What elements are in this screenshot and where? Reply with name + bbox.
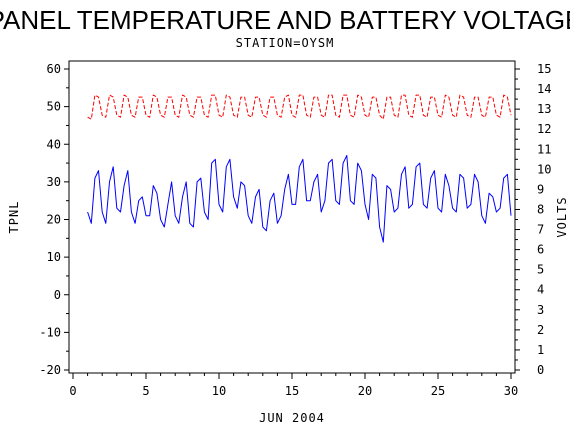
x-axis-label: JUN 2004 [259, 411, 325, 425]
y-right-tick-label: 12 [537, 122, 551, 136]
y-right-tick-label: 8 [537, 202, 544, 216]
y-right-tick-label: 11 [537, 142, 551, 156]
y-right-tick-label: 6 [537, 243, 544, 257]
y-left-tick-label: -20 [39, 363, 61, 377]
y-left-axis: -20 -10 0 10 20 30 40 50 60 [39, 62, 69, 377]
y-right-tick-label: 4 [537, 283, 544, 297]
chart-title: PANEL TEMPERATURE AND BATTERY VOLTAGE [0, 5, 570, 35]
y-left-tick-label: 60 [47, 62, 61, 76]
y-right-tick-label: 15 [537, 62, 551, 76]
x-tick-label: 0 [69, 384, 76, 398]
y-right-tick-label: 7 [537, 223, 544, 237]
x-tick-label: 30 [504, 384, 518, 398]
x-tick-label: 20 [358, 384, 372, 398]
y-right-tick-label: 1 [537, 343, 544, 357]
y-left-axis-label: TPNL [7, 201, 21, 234]
x-tick-label: 5 [142, 384, 149, 398]
y-right-tick-label: 0 [537, 363, 544, 377]
x-tick-label: 10 [212, 384, 226, 398]
y-right-tick-label: 3 [537, 303, 544, 317]
panel-temperature-line [87, 155, 512, 243]
y-right-tick-label: 13 [537, 102, 551, 116]
series-layer [87, 94, 512, 243]
y-left-tick-label: 0 [54, 288, 61, 302]
y-left-tick-label: 30 [47, 175, 61, 189]
y-right-tick-label: 14 [537, 82, 551, 96]
chart-subtitle: STATION=OYSM [236, 36, 335, 50]
y-left-tick-label: 10 [47, 250, 61, 264]
y-right-tick-label: 10 [537, 162, 551, 176]
y-right-tick-label: 5 [537, 263, 544, 277]
battery-voltage-line [87, 94, 512, 120]
y-left-tick-label: -10 [39, 325, 61, 339]
x-tick-label: 25 [431, 384, 445, 398]
y-left-tick-label: 40 [47, 137, 61, 151]
y-right-tick-label: 2 [537, 323, 544, 337]
y-left-tick-label: 50 [47, 100, 61, 114]
y-right-axis-label: VOLTS [555, 196, 569, 237]
x-axis: 0 5 10 15 20 25 30 [69, 373, 518, 398]
y-left-tick-label: 20 [47, 213, 61, 227]
y-right-tick-label: 9 [537, 182, 544, 196]
x-tick-label: 15 [285, 384, 299, 398]
